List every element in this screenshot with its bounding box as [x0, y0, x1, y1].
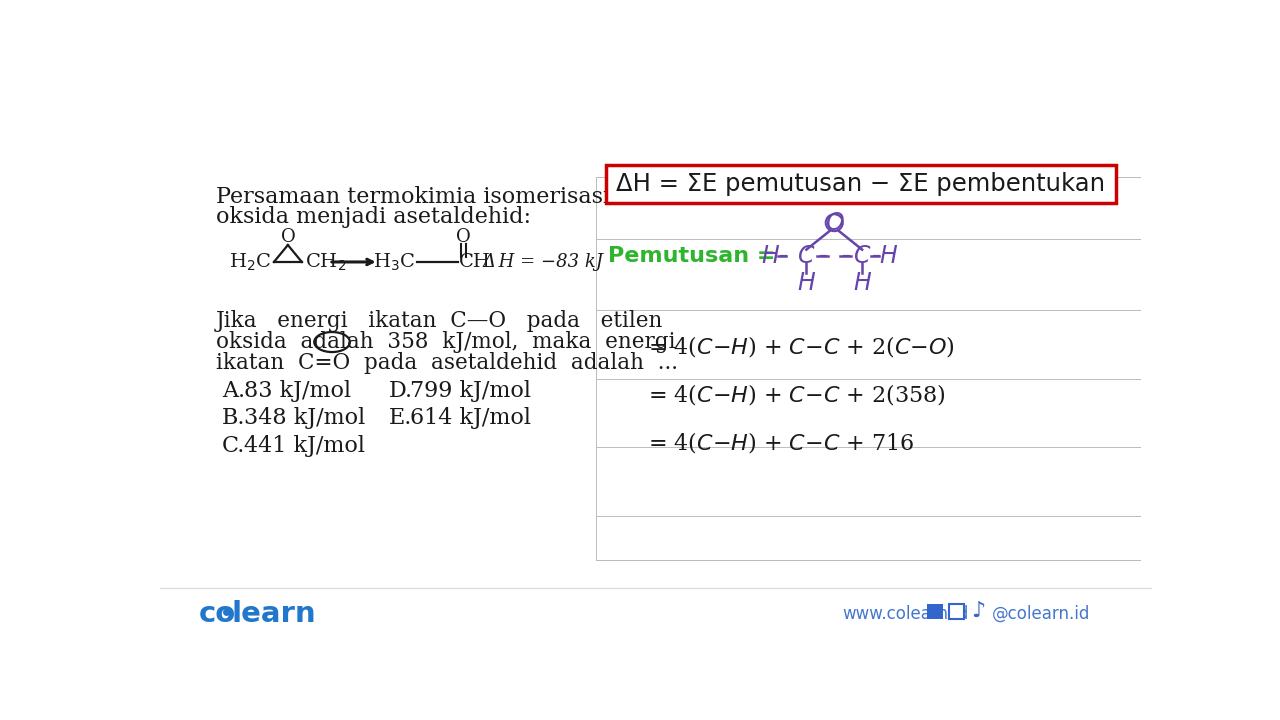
Text: –: –	[818, 246, 827, 264]
Text: ◯: ◯	[948, 603, 965, 619]
Text: 441 kJ/mol: 441 kJ/mol	[243, 435, 365, 457]
Text: –: –	[778, 246, 787, 264]
Text: oksida menjadi asetaldehid:: oksida menjadi asetaldehid:	[216, 207, 531, 228]
Text: Δ H = −83 kJ: Δ H = −83 kJ	[483, 253, 603, 271]
Text: –: –	[870, 246, 879, 264]
Text: O: O	[457, 228, 471, 246]
Text: ΔH = ΣE pemutusan − ΣE pembentukan: ΔH = ΣE pemutusan − ΣE pembentukan	[616, 172, 1105, 196]
Text: learn: learn	[232, 600, 316, 628]
Text: = 4($\mathit{C}$$-$$\mathit{H}$) + $\mathit{C}$$-$$\mathit{C}$ + 2($\mathit{C}$$: = 4($\mathit{C}$$-$$\mathit{H}$) + $\mat…	[648, 334, 955, 359]
Text: Jika   energi   ikatan  C—O   pada   etilen: Jika energi ikatan C—O pada etilen	[216, 310, 663, 332]
Text: ♪: ♪	[972, 600, 986, 621]
Text: H: H	[879, 244, 897, 268]
Text: 799 kJ/mol: 799 kJ/mol	[411, 379, 531, 402]
Text: 348 kJ/mol: 348 kJ/mol	[243, 408, 365, 429]
Text: B.: B.	[221, 408, 246, 429]
Text: –: –	[841, 246, 850, 264]
Text: H$_2$C: H$_2$C	[229, 251, 271, 273]
Text: Pemutusan =: Pemutusan =	[608, 246, 776, 266]
Text: 614 kJ/mol: 614 kJ/mol	[411, 408, 531, 429]
Text: oksida  adalah  358  kJ/mol,  maka  energi: oksida adalah 358 kJ/mol, maka energi	[216, 331, 676, 353]
Text: = 4($\mathit{C}$$-$$\mathit{H}$) + $\mathit{C}$$-$$\mathit{C}$ + 2(358): = 4($\mathit{C}$$-$$\mathit{H}$) + $\mat…	[648, 382, 946, 407]
Text: co: co	[198, 600, 236, 628]
Text: H$_3$C: H$_3$C	[372, 251, 415, 273]
Text: O: O	[824, 212, 844, 235]
Text: E.: E.	[389, 408, 412, 429]
Text: H: H	[762, 244, 780, 268]
Text: C.: C.	[221, 435, 246, 457]
Text: ikatan  C=O  pada  asetaldehid  adalah  ...: ikatan C=O pada asetaldehid adalah ...	[216, 352, 678, 374]
Text: @colearn.id: @colearn.id	[992, 605, 1091, 623]
Text: Persamaan termokimia isomerisasi etilen: Persamaan termokimia isomerisasi etilen	[216, 186, 681, 207]
Text: O: O	[280, 228, 296, 246]
Text: A.: A.	[221, 379, 246, 402]
Bar	[927, 604, 943, 619]
Bar	[605, 165, 1116, 204]
Text: CH$_2$: CH$_2$	[305, 251, 347, 273]
Text: C: C	[854, 244, 870, 268]
Text: D.: D.	[389, 379, 412, 402]
Text: CH: CH	[460, 253, 492, 271]
Text: H: H	[797, 271, 815, 294]
Circle shape	[224, 609, 229, 615]
Bar	[948, 604, 964, 619]
Text: www.colearn.id: www.colearn.id	[842, 605, 969, 623]
Text: 83 kJ/mol: 83 kJ/mol	[243, 379, 351, 402]
Text: C: C	[799, 244, 814, 268]
Text: H: H	[854, 271, 870, 294]
Text: f: f	[931, 603, 940, 621]
Text: = 4($\mathit{C}$$-$$\mathit{H}$) + $\mathit{C}$$-$$\mathit{C}$ + 716: = 4($\mathit{C}$$-$$\mathit{H}$) + $\mat…	[648, 430, 915, 454]
